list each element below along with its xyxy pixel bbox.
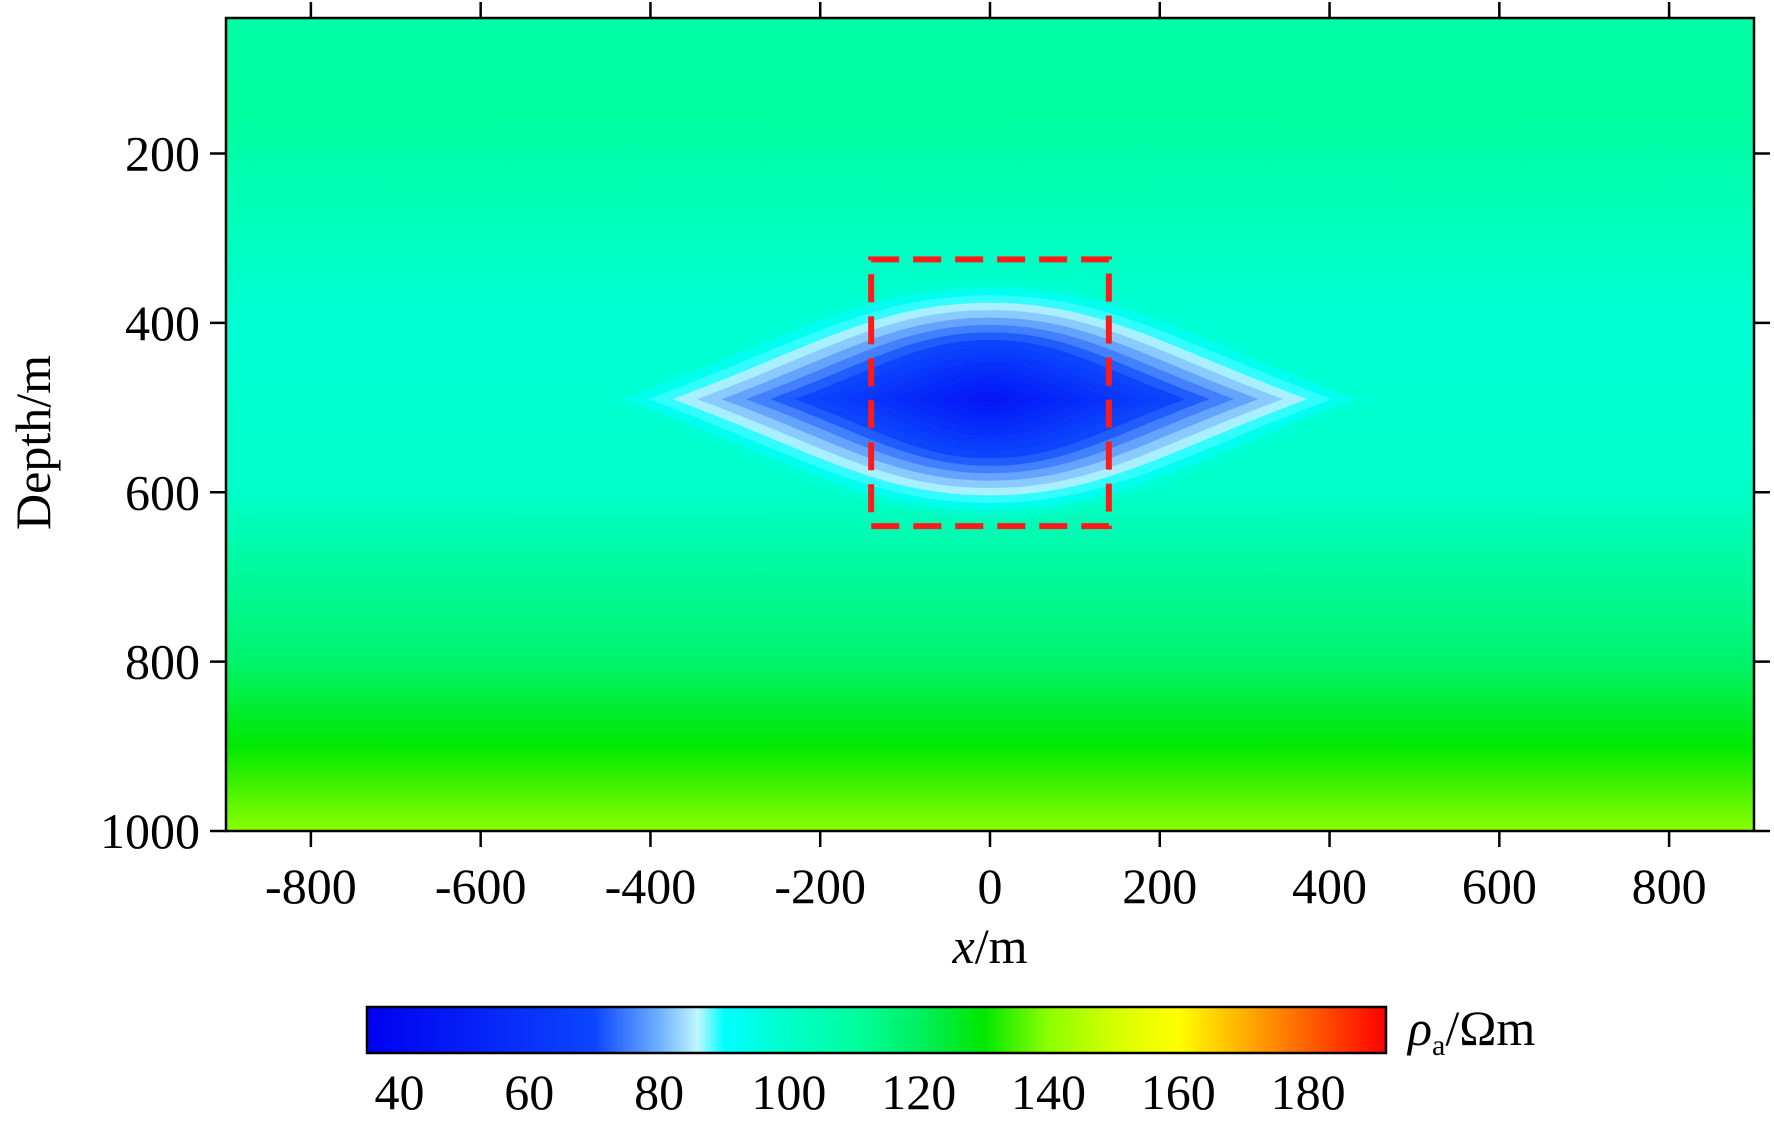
y-tick-label: 200 — [125, 126, 200, 182]
x-axis-title: x/m — [952, 918, 1028, 974]
x-axis-variable: x — [952, 918, 975, 974]
colorbar-subscript: a — [1432, 1029, 1445, 1062]
y-tick-label: 800 — [125, 634, 200, 690]
colorbar-tick-label: 100 — [751, 1064, 826, 1120]
colorbar-unit: /Ωm — [1445, 1000, 1535, 1056]
y-tick-label: 1000 — [100, 803, 200, 859]
colorbar-gradient — [365, 1005, 1388, 1055]
x-tick-label: 600 — [1462, 858, 1537, 914]
y-axis: 200 400 600 800 1000 — [100, 126, 1770, 859]
x-tick-label: 400 — [1292, 858, 1367, 914]
anomaly-contour — [965, 391, 1015, 407]
colorbar-tick-label: 40 — [374, 1064, 424, 1120]
colorbar: 40 60 80 100 120 140 160 180 ρa/Ωm — [365, 1000, 1535, 1120]
x-tick-label: 0 — [978, 858, 1003, 914]
plot-area — [224, 16, 1756, 833]
x-tick-label: 200 — [1122, 858, 1197, 914]
colorbar-tick-label: 140 — [1011, 1064, 1086, 1120]
colorbar-symbol: ρ — [1406, 1000, 1432, 1056]
colorbar-tick-label: 80 — [634, 1064, 684, 1120]
x-axis-unit: /m — [975, 918, 1028, 974]
colorbar-tick-label: 60 — [504, 1064, 554, 1120]
colorbar-tick-label: 180 — [1271, 1064, 1346, 1120]
colorbar-ticks: 40 60 80 100 120 140 160 180 — [374, 1064, 1345, 1120]
y-tick-label: 400 — [125, 295, 200, 351]
colorbar-tick-label: 160 — [1141, 1064, 1216, 1120]
low-resistivity-anomaly — [599, 280, 1381, 518]
x-tick-label: -400 — [605, 858, 697, 914]
colorbar-label: ρa/Ωm — [1406, 1000, 1535, 1062]
x-tick-label: -600 — [435, 858, 527, 914]
x-axis: -800 -600 -400 -200 0 200 400 600 800 — [265, 2, 1707, 914]
y-tick-label: 600 — [125, 464, 200, 520]
colorbar-tick-label: 120 — [881, 1064, 956, 1120]
x-tick-label: 800 — [1632, 858, 1707, 914]
y-axis-title: Depth/m — [5, 355, 61, 530]
x-tick-label: -800 — [265, 858, 357, 914]
x-tick-label: -200 — [774, 858, 866, 914]
